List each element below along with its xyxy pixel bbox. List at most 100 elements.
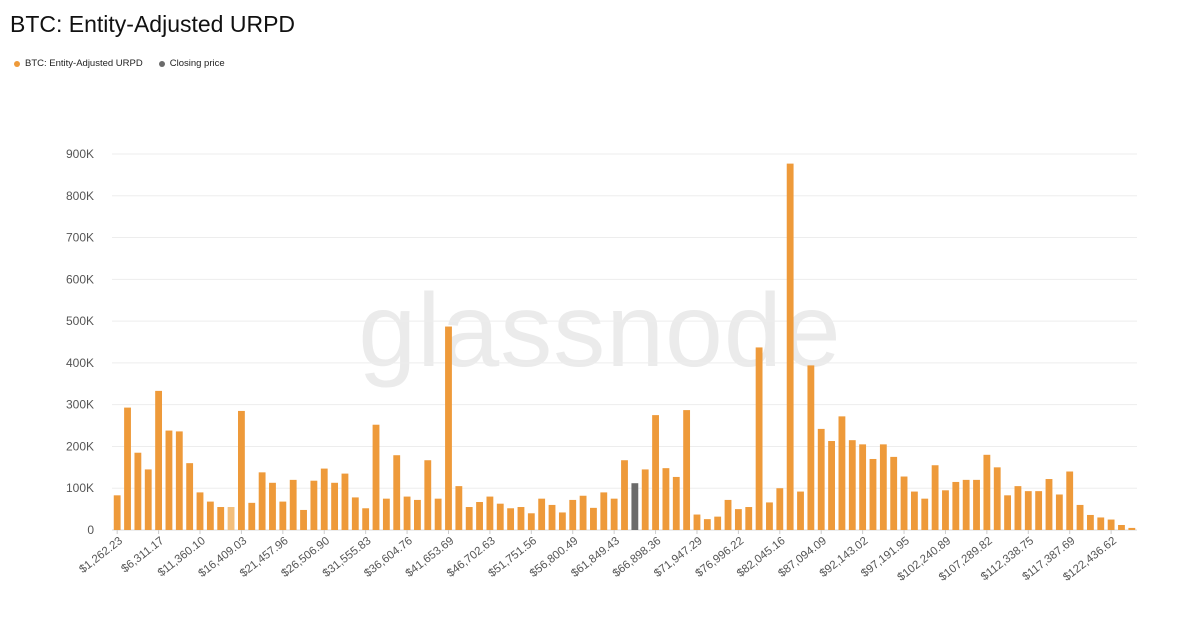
bar[interactable] bbox=[703, 519, 711, 530]
bar[interactable] bbox=[942, 490, 949, 530]
bar[interactable] bbox=[486, 496, 494, 530]
legend-item-urpd[interactable]: BTC: Entity-Adjusted URPD bbox=[14, 58, 143, 69]
bar[interactable] bbox=[600, 492, 608, 530]
bar[interactable] bbox=[320, 468, 328, 530]
bar[interactable] bbox=[1004, 495, 1011, 530]
bar[interactable] bbox=[817, 428, 825, 530]
bar[interactable] bbox=[579, 495, 587, 530]
bar[interactable] bbox=[362, 508, 370, 530]
bar[interactable] bbox=[507, 508, 515, 530]
bar[interactable] bbox=[1128, 527, 1136, 530]
bar[interactable] bbox=[186, 463, 194, 530]
bar[interactable] bbox=[155, 390, 163, 530]
bar[interactable] bbox=[786, 163, 794, 530]
bar[interactable] bbox=[921, 498, 929, 530]
bar[interactable] bbox=[424, 460, 432, 530]
bar[interactable] bbox=[310, 480, 318, 530]
bar[interactable] bbox=[569, 499, 577, 530]
bar[interactable] bbox=[1024, 491, 1032, 530]
bar[interactable] bbox=[910, 491, 918, 530]
bar[interactable] bbox=[1066, 471, 1074, 530]
bar[interactable] bbox=[1035, 491, 1043, 530]
bar[interactable] bbox=[838, 416, 846, 530]
bar[interactable] bbox=[538, 498, 546, 530]
bar[interactable] bbox=[797, 491, 804, 530]
bar[interactable] bbox=[734, 509, 742, 530]
bar[interactable] bbox=[527, 513, 535, 530]
legend-item-closing-price[interactable]: Closing price bbox=[158, 58, 225, 69]
bar[interactable] bbox=[331, 482, 339, 530]
bar[interactable] bbox=[983, 454, 991, 530]
bar[interactable] bbox=[279, 501, 287, 530]
closing-price-bar[interactable] bbox=[631, 483, 639, 530]
bar[interactable] bbox=[828, 441, 835, 530]
bar[interactable] bbox=[465, 507, 473, 530]
bar[interactable] bbox=[807, 365, 815, 530]
bar[interactable] bbox=[869, 458, 877, 530]
bar[interactable] bbox=[766, 502, 773, 530]
bar[interactable] bbox=[755, 347, 763, 530]
bar[interactable] bbox=[134, 452, 142, 530]
bar[interactable] bbox=[258, 472, 266, 530]
bar[interactable] bbox=[445, 326, 452, 530]
bar[interactable] bbox=[289, 479, 297, 530]
bar[interactable] bbox=[558, 512, 566, 530]
bar[interactable] bbox=[517, 507, 525, 530]
bar[interactable] bbox=[590, 507, 597, 530]
bar[interactable] bbox=[548, 504, 556, 530]
bar[interactable] bbox=[351, 497, 359, 530]
bar[interactable] bbox=[1107, 519, 1115, 530]
bar[interactable] bbox=[952, 481, 960, 530]
bar[interactable] bbox=[683, 410, 691, 530]
bar[interactable] bbox=[414, 499, 421, 530]
bar[interactable] bbox=[776, 488, 784, 530]
bar[interactable] bbox=[248, 502, 256, 530]
bar[interactable] bbox=[724, 499, 732, 530]
bar[interactable] bbox=[372, 424, 380, 530]
bar[interactable] bbox=[300, 509, 307, 530]
bar[interactable] bbox=[175, 431, 183, 530]
bar[interactable] bbox=[165, 430, 173, 530]
bar[interactable] bbox=[113, 495, 121, 530]
bar[interactable] bbox=[341, 473, 349, 530]
bar[interactable] bbox=[238, 410, 245, 530]
bar[interactable] bbox=[641, 469, 649, 530]
bar[interactable] bbox=[217, 507, 225, 530]
bar[interactable] bbox=[227, 507, 235, 530]
bar[interactable] bbox=[455, 486, 463, 530]
bar[interactable] bbox=[621, 460, 628, 530]
bar[interactable] bbox=[206, 501, 214, 530]
bar[interactable] bbox=[993, 467, 1001, 530]
bar[interactable] bbox=[1097, 517, 1105, 530]
bar[interactable] bbox=[848, 440, 856, 530]
bar[interactable] bbox=[962, 479, 970, 530]
bar[interactable] bbox=[1045, 479, 1053, 530]
bar[interactable] bbox=[476, 502, 483, 530]
bar[interactable] bbox=[269, 482, 276, 530]
bar[interactable] bbox=[879, 444, 887, 530]
bar[interactable] bbox=[745, 507, 753, 530]
bar[interactable] bbox=[1014, 486, 1022, 530]
bar[interactable] bbox=[1118, 524, 1125, 530]
bar[interactable] bbox=[672, 476, 680, 530]
bar[interactable] bbox=[382, 498, 390, 530]
bar[interactable] bbox=[1055, 494, 1063, 530]
bar[interactable] bbox=[403, 496, 411, 530]
bar[interactable] bbox=[1086, 514, 1094, 530]
bar[interactable] bbox=[973, 479, 980, 530]
bar[interactable] bbox=[693, 514, 701, 530]
bar[interactable] bbox=[662, 468, 670, 530]
bar[interactable] bbox=[859, 444, 867, 530]
bar[interactable] bbox=[496, 503, 504, 530]
bar[interactable] bbox=[393, 455, 401, 530]
bar[interactable] bbox=[434, 498, 442, 530]
bar[interactable] bbox=[890, 456, 898, 530]
bar[interactable] bbox=[931, 465, 939, 530]
bar[interactable] bbox=[714, 516, 722, 530]
bar[interactable] bbox=[652, 415, 659, 530]
bar[interactable] bbox=[610, 498, 618, 530]
bar[interactable] bbox=[124, 407, 131, 530]
bar[interactable] bbox=[900, 476, 908, 530]
bar[interactable] bbox=[1076, 504, 1084, 530]
bar[interactable] bbox=[144, 469, 152, 530]
